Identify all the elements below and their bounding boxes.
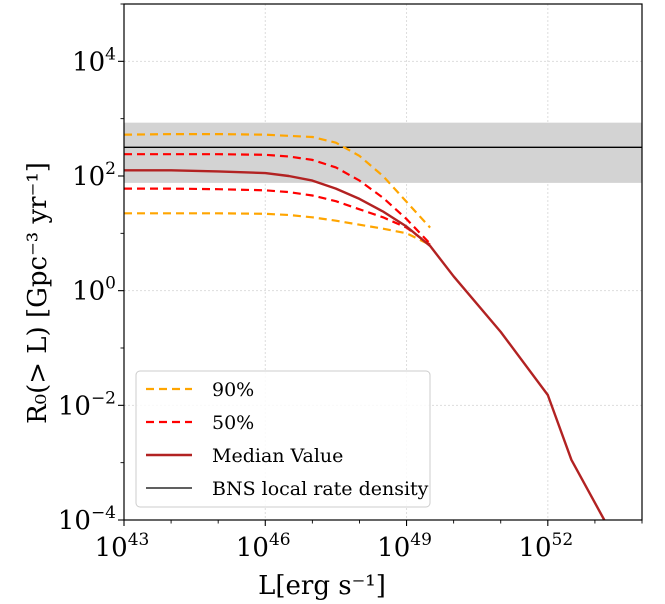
series-line-0 (123, 133, 431, 229)
plot-frame (123, 3, 643, 521)
legend-label-1: 50% (212, 412, 254, 434)
y-tick-label: 102 (72, 159, 116, 192)
y-tick-label: 100 (72, 274, 116, 307)
x-tick-label: 1049 (377, 530, 432, 563)
x-axis-label: L[erg s⁻¹] (258, 571, 386, 601)
series-line-2 (124, 153, 431, 245)
legend-label-2: Median Value (212, 445, 343, 467)
x-axis-ticks: 1043 1046 1049 1052 (95, 520, 643, 563)
legend-box (135, 370, 431, 508)
legend: 90% 50% Median Value BNS local rate density (135, 370, 431, 508)
x-tick-label: 1046 (236, 530, 291, 563)
x-tick-label: 1043 (95, 530, 150, 563)
series-line-3 (124, 187, 431, 246)
x-tick-label: 1052 (518, 530, 573, 563)
y-tick-label: 10−4 (58, 503, 116, 536)
y-axis-ticks: 10−4 10−2 100 102 104 (58, 3, 124, 536)
series-line-4 (124, 169, 606, 521)
legend-label-0: 90% (212, 379, 254, 401)
legend-items: 90% 50% Median Value BNS local rate density (146, 379, 429, 500)
series-line-1 (124, 212, 431, 246)
y-axis-label: R₀(> L) [Gpc⁻³ yr⁻¹] (23, 162, 53, 424)
bns-rate-band (124, 122, 642, 183)
y-tick-label: 104 (72, 44, 116, 77)
series-group (123, 133, 606, 521)
y-tick-label: 10−2 (58, 388, 116, 421)
legend-label-3: BNS local rate density (212, 478, 429, 500)
